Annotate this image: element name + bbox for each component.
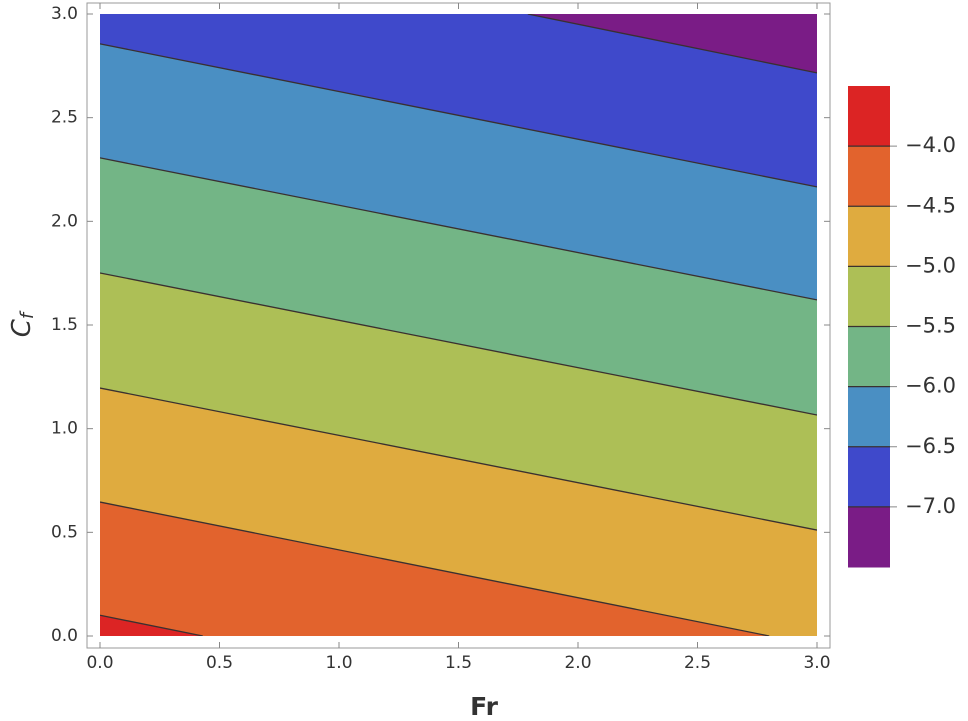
x-tick-label: 1.0	[325, 653, 352, 673]
plot-area	[100, 14, 817, 636]
colorbar-swatch	[848, 506, 890, 568]
colorbar-swatch	[848, 386, 890, 448]
y-axis-label: Cf	[7, 310, 39, 337]
contour-line	[100, 272, 817, 416]
x-tick-label: 0.5	[206, 653, 233, 673]
y-tick-label: 2.0	[51, 211, 78, 231]
colorbar-swatch	[848, 86, 890, 147]
colorbar-label: −6.5	[905, 434, 956, 458]
colorbar-label: −5.5	[905, 314, 956, 338]
contour-line	[527, 14, 817, 74]
y-tick-label: 1.0	[51, 419, 78, 439]
contour-line	[100, 387, 817, 531]
y-tick-label: 0.0	[51, 626, 78, 646]
colorbar-swatch	[848, 446, 890, 508]
x-tick-label: 2.0	[564, 653, 591, 673]
colorbar-swatch	[848, 206, 890, 267]
colorbar-swatch	[848, 146, 890, 207]
contour-line	[100, 614, 203, 636]
colorbar-label: −4.0	[905, 133, 956, 157]
x-tick-label: 0.0	[86, 653, 113, 673]
contour-line	[100, 157, 817, 301]
y-tick-label: 2.5	[51, 108, 78, 128]
y-label-main: C	[7, 318, 37, 337]
colorbar-label: −6.0	[905, 374, 956, 398]
colorbar-label: −5.0	[905, 253, 956, 277]
y-tick-label: 3.0	[51, 4, 78, 24]
x-tick-label: 2.5	[684, 653, 711, 673]
colorbar-label: −4.5	[905, 193, 956, 217]
contour-line	[100, 43, 817, 188]
x-tick-label: 3.0	[803, 653, 830, 673]
x-tick-label: 1.5	[445, 653, 472, 673]
colorbar-swatch	[848, 266, 890, 327]
contour-line	[100, 501, 770, 636]
y-label-sub: f	[17, 310, 38, 319]
y-tick-label: 1.5	[51, 315, 78, 335]
colorbar-label: −7.0	[905, 494, 956, 518]
colorbar-swatch	[848, 326, 890, 388]
y-tick-label: 0.5	[51, 522, 78, 542]
x-axis-label: Fr	[470, 692, 498, 721]
